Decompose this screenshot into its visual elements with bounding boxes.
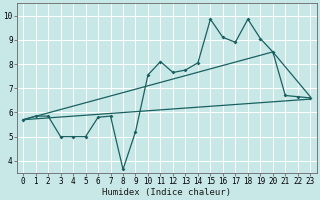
X-axis label: Humidex (Indice chaleur): Humidex (Indice chaleur) xyxy=(102,188,231,197)
